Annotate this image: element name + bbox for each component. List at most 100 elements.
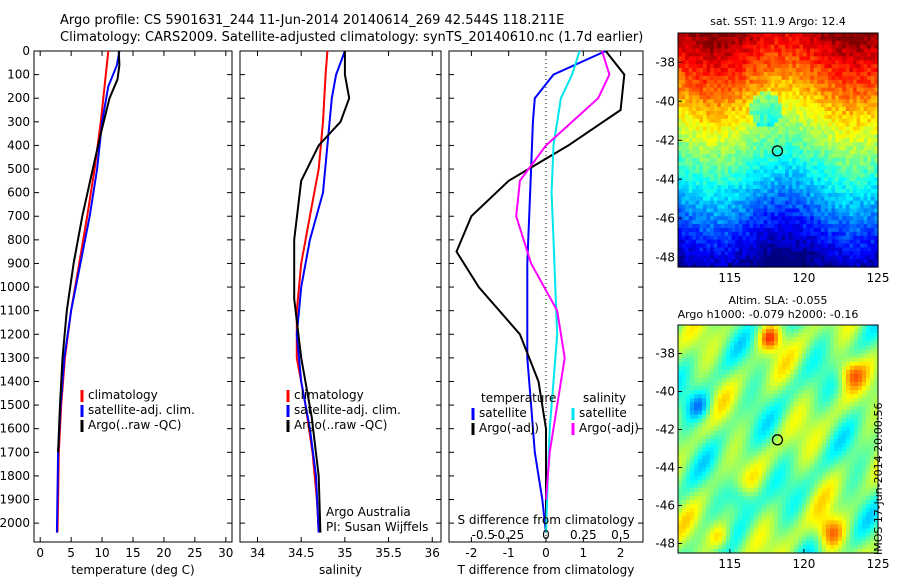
sst_map-cell: [781, 130, 786, 135]
sla_map-cell: [702, 402, 707, 408]
sst_map-cell: [681, 153, 686, 159]
sst_map-cell: [795, 173, 801, 178]
sla_map-cell: [722, 349, 727, 355]
sst_map-cell: [874, 204, 879, 210]
sst_map-cell: [770, 142, 776, 147]
sla_map-cell: [694, 410, 699, 416]
sst_map-cell: [706, 52, 711, 57]
sst_map-cell: [803, 126, 808, 132]
sst_map-cell: [803, 235, 808, 241]
sla_map-cell: [690, 426, 695, 432]
sst_map-cell: [831, 243, 836, 249]
sst_map-cell: [813, 56, 818, 61]
sst_map-cell: [703, 56, 708, 61]
sla_map-cell: [774, 422, 779, 428]
sst_map-cell: [835, 231, 840, 237]
sst_map-cell: [870, 239, 876, 245]
sst_map-cell: [717, 208, 722, 213]
sla_map-cell: [782, 406, 787, 412]
sla_map-cell: [694, 398, 699, 403]
sst_map-cell: [735, 189, 740, 194]
sst_map-cell: [738, 68, 743, 73]
sst_map-cell: [742, 165, 747, 171]
sla_map-cell: [698, 369, 703, 375]
sst_map-cell: [778, 64, 783, 69]
sla_map-cell: [854, 426, 859, 432]
sst_map-cell: [710, 79, 715, 85]
sst_map-cell: [753, 56, 758, 61]
sst_map-cell: [724, 235, 729, 241]
sla_map-cell: [734, 345, 739, 351]
sla_map-cell: [806, 414, 811, 420]
sst_map-cell: [763, 177, 768, 182]
sst_map-cell: [845, 192, 851, 198]
sst_map-cell: [856, 251, 861, 256]
sst_map-cell: [792, 185, 797, 190]
sst_map-cell: [681, 196, 686, 202]
sst_map-cell: [706, 220, 711, 225]
sst_map-cell: [792, 243, 797, 249]
sst_map-cell: [835, 173, 840, 178]
sla_map-cell: [702, 382, 707, 387]
sla_map-cell: [810, 369, 815, 375]
sla_map-cell: [722, 361, 727, 367]
sla_map-cell: [730, 414, 735, 420]
sla_map-cell: [734, 398, 739, 403]
sst_map-cell: [742, 79, 747, 85]
sla_map-cell: [874, 414, 879, 420]
sst_map-cell: [831, 208, 836, 213]
sla_map-cell: [810, 345, 815, 351]
sla_map-cell: [690, 382, 695, 387]
sla_map-cell: [698, 341, 703, 346]
sst_map-cell: [717, 255, 722, 260]
sst_map-cell: [681, 68, 686, 73]
sla_map-cell: [710, 357, 715, 363]
sst_map-cell: [749, 208, 754, 213]
sst_map-cell: [842, 44, 847, 50]
sst_map-cell: [824, 99, 829, 104]
sst_map-cell: [749, 83, 754, 89]
sst_map-cell: [692, 259, 697, 264]
sla_map-cell: [798, 402, 803, 408]
sst_map-cell: [845, 142, 851, 147]
sla_map-cell: [750, 426, 755, 432]
sla_map-cell: [742, 398, 747, 403]
sst_map-cell: [863, 134, 868, 139]
sla_map-cell: [854, 361, 859, 367]
sst_map-cell: [860, 251, 865, 256]
sst_map-cell: [795, 224, 801, 229]
sst_map-cell: [785, 153, 790, 159]
sla_map-cell: [686, 357, 691, 363]
sst_map-cell: [692, 169, 697, 174]
sst_map-cell: [874, 75, 879, 81]
sla_map-cell: [762, 402, 767, 408]
sst_map-cell: [785, 212, 790, 217]
sst_map-cell: [795, 204, 801, 210]
sst_map-cell: [860, 212, 865, 217]
sst_map-cell: [692, 157, 697, 163]
sst_map-cell: [678, 75, 683, 81]
sst_map-cell: [731, 177, 736, 182]
sst_map-cell: [703, 181, 708, 186]
sst_map-cell: [774, 56, 779, 61]
sst_map-cell: [703, 208, 708, 213]
sst_map-cell: [870, 126, 876, 132]
sla_map-cell: [798, 377, 803, 383]
sst_map-cell: [774, 150, 779, 155]
sst_map-cell: [742, 153, 747, 159]
sla_map-cell: [734, 373, 739, 379]
sst_map-cell: [792, 130, 797, 135]
sst_map-cell: [728, 60, 733, 65]
sst_map-cell: [792, 75, 797, 81]
sla_map-cell: [706, 337, 711, 342]
sla_map-cell: [710, 345, 715, 351]
sla_map-cell: [734, 329, 739, 334]
sst_map-cell: [849, 177, 854, 182]
sla_map-cell: [850, 365, 855, 371]
sst_map-cell: [713, 48, 718, 54]
sla_map-cell: [734, 377, 739, 383]
sst_map-cell: [749, 239, 754, 245]
sst_map-cell: [742, 48, 747, 54]
sst_map-cell: [713, 224, 718, 229]
sst_map-cell: [706, 153, 711, 159]
